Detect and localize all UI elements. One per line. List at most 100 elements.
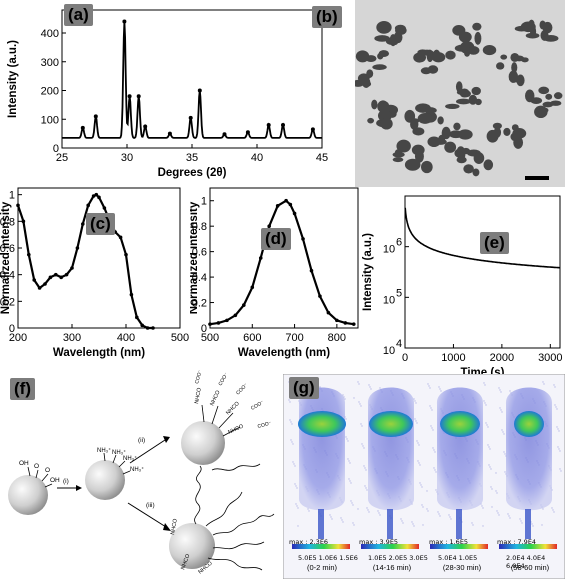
- mouse-body: [436, 387, 484, 511]
- nanoparticle-1: [8, 475, 48, 515]
- xrd-peak-point: [266, 123, 271, 127]
- data-point: [129, 292, 134, 297]
- noise-dot: [502, 431, 504, 433]
- noise-dot: [364, 467, 366, 469]
- data-point: [54, 272, 58, 277]
- data-point: [242, 303, 246, 307]
- noise-dot: [359, 403, 361, 405]
- noise-dot: [491, 488, 493, 490]
- mouse-tail: [525, 509, 531, 539]
- noise-dot: [361, 443, 363, 445]
- arrow-iii: [127, 502, 167, 528]
- noise-dot: [357, 381, 359, 383]
- noise-dot: [288, 399, 290, 401]
- noise-dot: [420, 484, 422, 486]
- noise-dot: [500, 409, 502, 411]
- nanoparticle-cluster: [463, 164, 474, 174]
- noise-dot: [495, 490, 497, 492]
- nanoparticle-cluster: [453, 122, 461, 131]
- y-tick-base: 10: [383, 345, 395, 357]
- noise-dot: [349, 462, 351, 464]
- panel-label-d: (d): [261, 228, 291, 250]
- y-tick-label: 300: [41, 57, 59, 69]
- y-tick-label: 0.8: [0, 216, 15, 228]
- data-point: [208, 322, 212, 326]
- noise-dot: [348, 460, 350, 462]
- data-point: [250, 285, 255, 290]
- mouse-tail: [387, 509, 393, 539]
- time-label-2: (14-16 min): [372, 563, 412, 572]
- o-label-2: O: [45, 467, 50, 474]
- noise-dot: [504, 471, 506, 473]
- data-point: [301, 237, 305, 241]
- noise-dot: [434, 451, 436, 453]
- data-point: [27, 252, 31, 257]
- noise-dot: [365, 487, 367, 489]
- noise-dot: [488, 464, 490, 466]
- noise-dot: [366, 507, 368, 509]
- color-scale-bar: [292, 544, 350, 549]
- noise-dot: [291, 423, 293, 425]
- noise-dot: [352, 522, 354, 524]
- noise-dot: [416, 422, 418, 424]
- emission-chart: 500 600 700 800 0 0.2 0.4 0.6 0.8 1 Wavelength (nm…: [190, 187, 359, 359]
- noise-dot: [430, 407, 432, 409]
- o-label-1: O: [34, 463, 39, 470]
- nanoparticle-cluster: [542, 21, 553, 34]
- time-label-1: (0-2 min): [306, 563, 337, 572]
- mouse-image-4: [495, 381, 562, 549]
- arrow-ii: [129, 439, 166, 464]
- noise-dot: [418, 462, 420, 464]
- xrd-peak-point: [222, 132, 227, 137]
- noise-dot: [531, 523, 533, 525]
- noise-dot: [366, 489, 368, 491]
- data-point: [97, 195, 101, 200]
- noise-dot: [435, 489, 437, 491]
- noise-dot: [415, 402, 417, 404]
- xrd-peak-point: [136, 94, 141, 99]
- y-tick-label: 0.2: [192, 298, 207, 310]
- noise-dot: [483, 400, 485, 402]
- oh-label: OH: [19, 460, 29, 467]
- x-tick-label: 800: [328, 332, 346, 344]
- color-scale-bar: [361, 544, 419, 549]
- noise-dot: [416, 440, 418, 442]
- noise-dot: [413, 398, 415, 400]
- data-point: [216, 321, 221, 325]
- noise-dot: [434, 469, 436, 471]
- data-point: [288, 202, 293, 207]
- noise-dot: [342, 521, 344, 523]
- noise-dot: [329, 514, 331, 516]
- nanoparticle-cluster: [514, 55, 525, 62]
- plot-frame: [404, 195, 561, 349]
- max-label-3: max : 1.6E5: [429, 538, 469, 546]
- nanoparticle-cluster: [355, 79, 365, 87]
- noise-dot: [340, 517, 342, 519]
- nanoparticle-cluster: [508, 70, 519, 83]
- noise-dot: [297, 525, 299, 527]
- noise-dot: [558, 448, 560, 450]
- y-tick-label: 0: [53, 143, 59, 155]
- tem-image: [355, 0, 565, 187]
- nanoparticle-cluster: [376, 21, 392, 34]
- noise-dot: [485, 404, 487, 406]
- x-tick-label: 400: [117, 332, 135, 344]
- liver-signal: [514, 411, 544, 437]
- xrd-peak-point: [310, 127, 315, 132]
- noise-dot: [471, 522, 473, 524]
- noise-dot: [432, 447, 434, 449]
- noise-dot: [370, 388, 372, 390]
- time-label-4: (58-60 min): [510, 563, 550, 572]
- panel-label-f: (f): [10, 378, 35, 400]
- x-tick-label: 500: [171, 332, 189, 344]
- noise-dot: [421, 504, 423, 506]
- noise-dot: [509, 517, 511, 519]
- noise-dot: [297, 507, 299, 509]
- nanoparticle-cluster: [472, 22, 482, 31]
- nanoparticle-cluster: [530, 97, 543, 104]
- nanoparticle-cluster: [410, 118, 419, 130]
- noise-dot: [291, 441, 293, 443]
- y-tick-label: 1: [201, 196, 207, 208]
- y-tick-label: 0.4: [192, 272, 207, 284]
- y-tick-exponent: 4: [396, 338, 402, 350]
